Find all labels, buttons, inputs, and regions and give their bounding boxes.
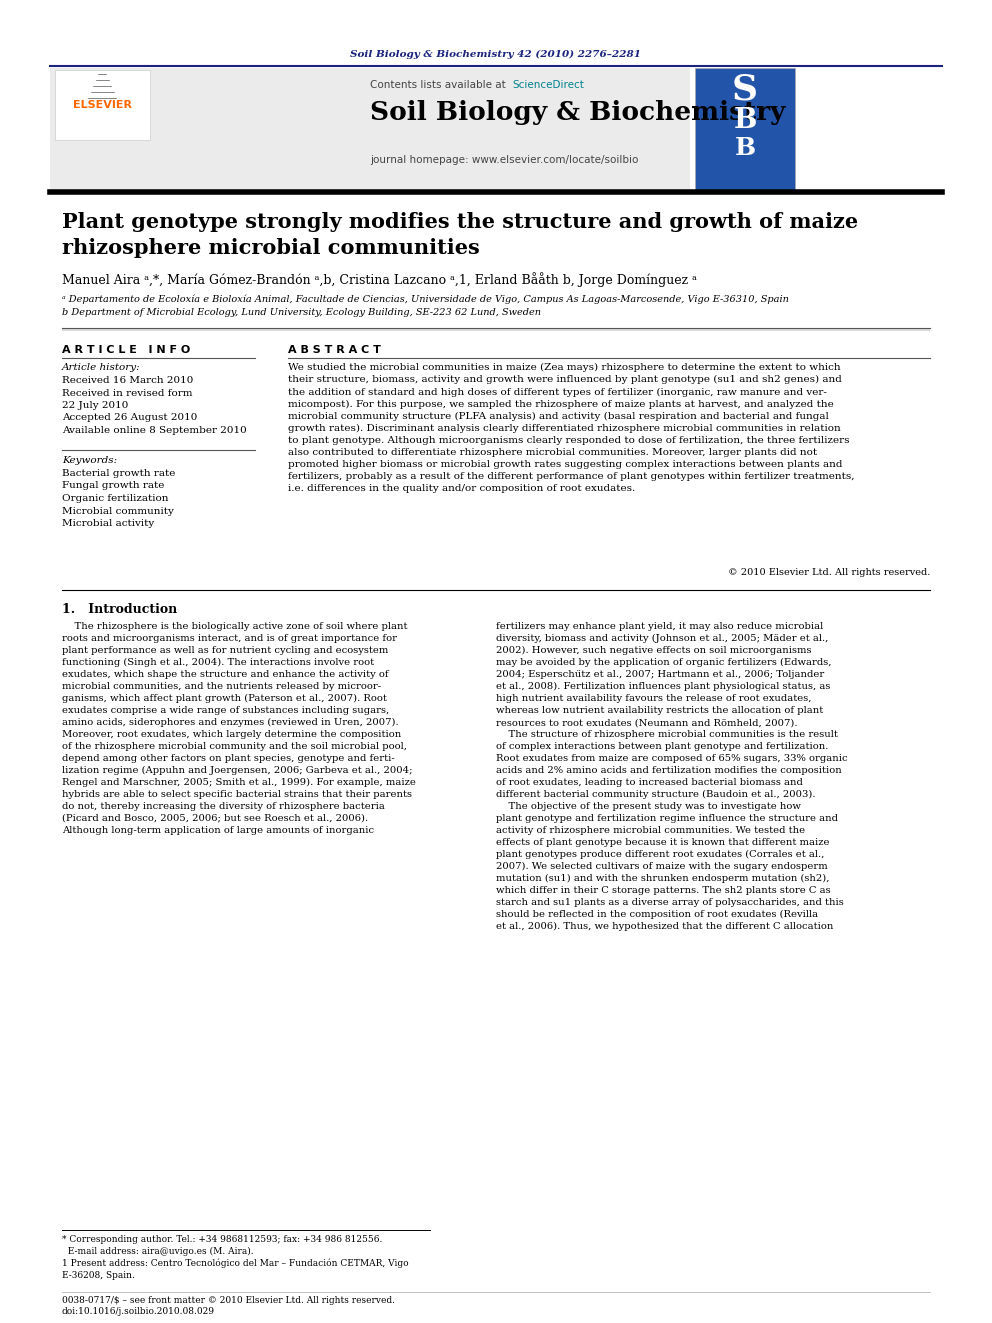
Text: ᵃ Departamento de Ecoloxía e Bioloxía Animal, Facultade de Ciencias, Universidad: ᵃ Departamento de Ecoloxía e Bioloxía An… (62, 295, 789, 304)
Text: Bacterial growth rate
Fungal growth rate
Organic fertilization
Microbial communi: Bacterial growth rate Fungal growth rate… (62, 468, 176, 528)
Text: journal homepage: www.elsevier.com/locate/soilbio: journal homepage: www.elsevier.com/locat… (370, 155, 639, 165)
Text: b Department of Microbial Ecology, Lund University, Ecology Building, SE-223 62 : b Department of Microbial Ecology, Lund … (62, 308, 541, 318)
Text: 1 Present address: Centro Tecnológico del Mar – Fundación CETMAR, Vigo: 1 Present address: Centro Tecnológico de… (62, 1259, 409, 1269)
Text: A R T I C L E   I N F O: A R T I C L E I N F O (62, 345, 190, 355)
Text: fertilizers may enhance plant yield, it may also reduce microbial
diversity, bio: fertilizers may enhance plant yield, it … (496, 622, 847, 931)
FancyBboxPatch shape (55, 70, 150, 140)
Text: S: S (732, 73, 758, 107)
Text: 0038-0717/$ – see front matter © 2010 Elsevier Ltd. All rights reserved.: 0038-0717/$ – see front matter © 2010 El… (62, 1297, 395, 1304)
Text: Plant genotype strongly modifies the structure and growth of maize
rhizosphere m: Plant genotype strongly modifies the str… (62, 212, 858, 258)
Text: We studied the microbial communities in maize (Zea mays) rhizosphere to determin: We studied the microbial communities in … (288, 363, 854, 493)
FancyBboxPatch shape (50, 67, 690, 191)
Text: A B S T R A C T: A B S T R A C T (288, 345, 381, 355)
Text: E-mail address: aira@uvigo.es (M. Aira).: E-mail address: aira@uvigo.es (M. Aira). (62, 1248, 254, 1256)
Text: Manuel Aira ᵃ,*, María Gómez-Brandón ᵃ,b, Cristina Lazcano ᵃ,1, Erland Bååth b, : Manuel Aira ᵃ,*, María Gómez-Brandón ᵃ,b… (62, 273, 697, 287)
Text: Soil Biology & Biochemistry: Soil Biology & Biochemistry (370, 101, 786, 124)
FancyBboxPatch shape (695, 67, 795, 191)
Text: Article history:: Article history: (62, 363, 141, 372)
Text: doi:10.1016/j.soilbio.2010.08.029: doi:10.1016/j.soilbio.2010.08.029 (62, 1307, 215, 1316)
Text: E-36208, Spain.: E-36208, Spain. (62, 1271, 135, 1279)
Text: Keywords:: Keywords: (62, 456, 117, 464)
Text: © 2010 Elsevier Ltd. All rights reserved.: © 2010 Elsevier Ltd. All rights reserved… (727, 568, 930, 577)
Text: B: B (733, 106, 757, 134)
Text: Contents lists available at: Contents lists available at (370, 79, 509, 90)
Text: B: B (734, 136, 756, 160)
Text: ScienceDirect: ScienceDirect (512, 79, 584, 90)
Text: ELSEVIER: ELSEVIER (72, 101, 132, 110)
Text: The rhizosphere is the biologically active zone of soil where plant
roots and mi: The rhizosphere is the biologically acti… (62, 622, 416, 835)
Text: 1.   Introduction: 1. Introduction (62, 603, 178, 617)
Text: * Corresponding author. Tel.: +34 9868112593; fax: +34 986 812556.: * Corresponding author. Tel.: +34 986811… (62, 1234, 382, 1244)
Text: Soil Biology & Biochemistry 42 (2010) 2276–2281: Soil Biology & Biochemistry 42 (2010) 22… (350, 50, 642, 60)
Text: Received 16 March 2010
Received in revised form
22 July 2010
Accepted 26 August : Received 16 March 2010 Received in revis… (62, 376, 247, 435)
